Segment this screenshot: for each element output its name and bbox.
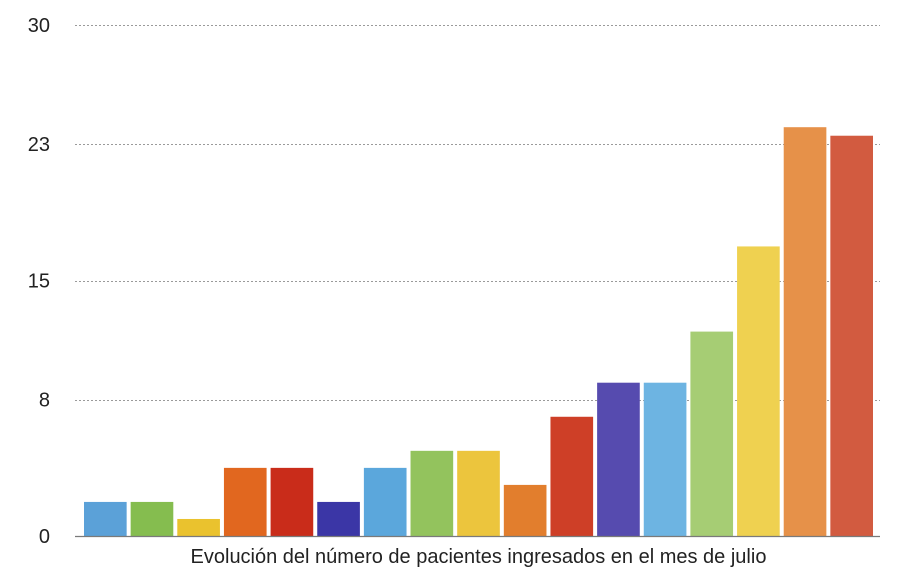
- y-tick-label: 0: [39, 526, 50, 548]
- bar: [317, 501, 360, 536]
- y-tick-label: 30: [28, 15, 50, 37]
- bar: [737, 246, 780, 536]
- bar: [177, 518, 220, 536]
- y-tick-label: 15: [28, 271, 50, 293]
- bar: [363, 467, 407, 536]
- bar: [690, 331, 734, 536]
- bar: [457, 450, 500, 536]
- y-tick-label: 23: [28, 134, 50, 156]
- bar: [597, 382, 640, 536]
- bar: [84, 501, 127, 536]
- bars: [84, 127, 873, 536]
- bar: [130, 501, 174, 536]
- bar: [550, 416, 594, 536]
- bar: [830, 135, 873, 536]
- bar: [223, 467, 267, 536]
- y-axis-tick-labels: 0 8 15 23 30: [28, 15, 50, 548]
- bar: [503, 484, 547, 536]
- bar: [270, 467, 314, 536]
- bar: [410, 450, 454, 536]
- bar: [643, 382, 687, 536]
- bar: [783, 127, 827, 536]
- y-tick-label: 8: [39, 390, 50, 412]
- x-axis-title: Evolución del número de pacientes ingres…: [191, 546, 767, 568]
